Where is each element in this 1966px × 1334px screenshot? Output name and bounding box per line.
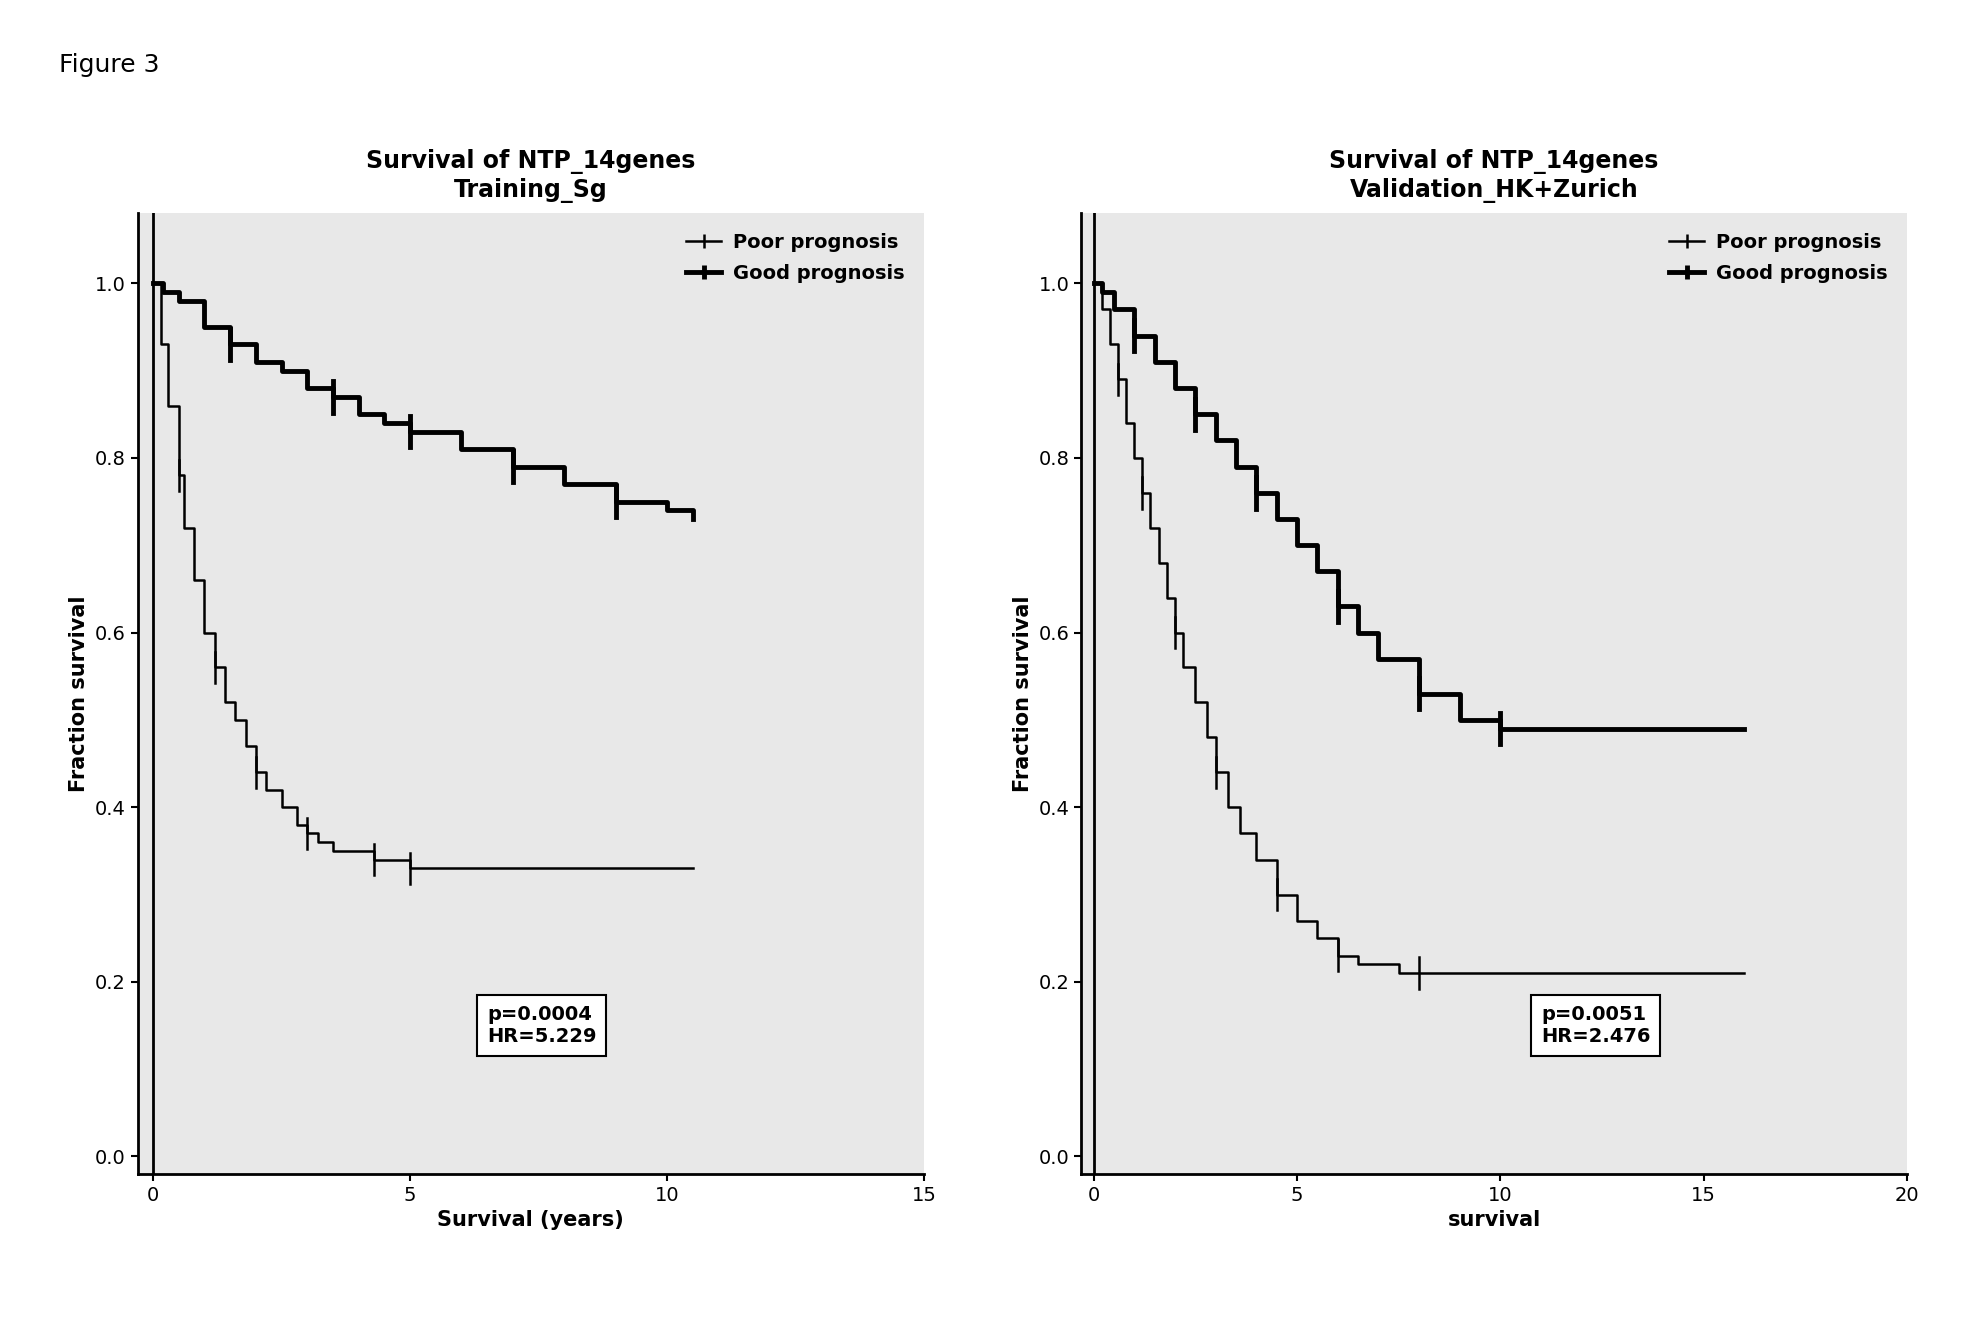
X-axis label: Survival (years): Survival (years) — [438, 1210, 623, 1230]
Legend: Poor prognosis, Good prognosis: Poor prognosis, Good prognosis — [676, 223, 914, 292]
X-axis label: survival: survival — [1447, 1210, 1541, 1230]
Y-axis label: Fraction survival: Fraction survival — [69, 595, 88, 792]
Title: Survival of NTP_14genes
Validation_HK+Zurich: Survival of NTP_14genes Validation_HK+Zu… — [1329, 149, 1659, 203]
Text: p=0.0051
HR=2.476: p=0.0051 HR=2.476 — [1541, 1005, 1649, 1046]
Text: Figure 3: Figure 3 — [59, 53, 159, 77]
Text: p=0.0004
HR=5.229: p=0.0004 HR=5.229 — [488, 1005, 596, 1046]
Legend: Poor prognosis, Good prognosis: Poor prognosis, Good prognosis — [1659, 223, 1897, 292]
Y-axis label: Fraction survival: Fraction survival — [1012, 595, 1032, 792]
Title: Survival of NTP_14genes
Training_Sg: Survival of NTP_14genes Training_Sg — [366, 149, 696, 203]
